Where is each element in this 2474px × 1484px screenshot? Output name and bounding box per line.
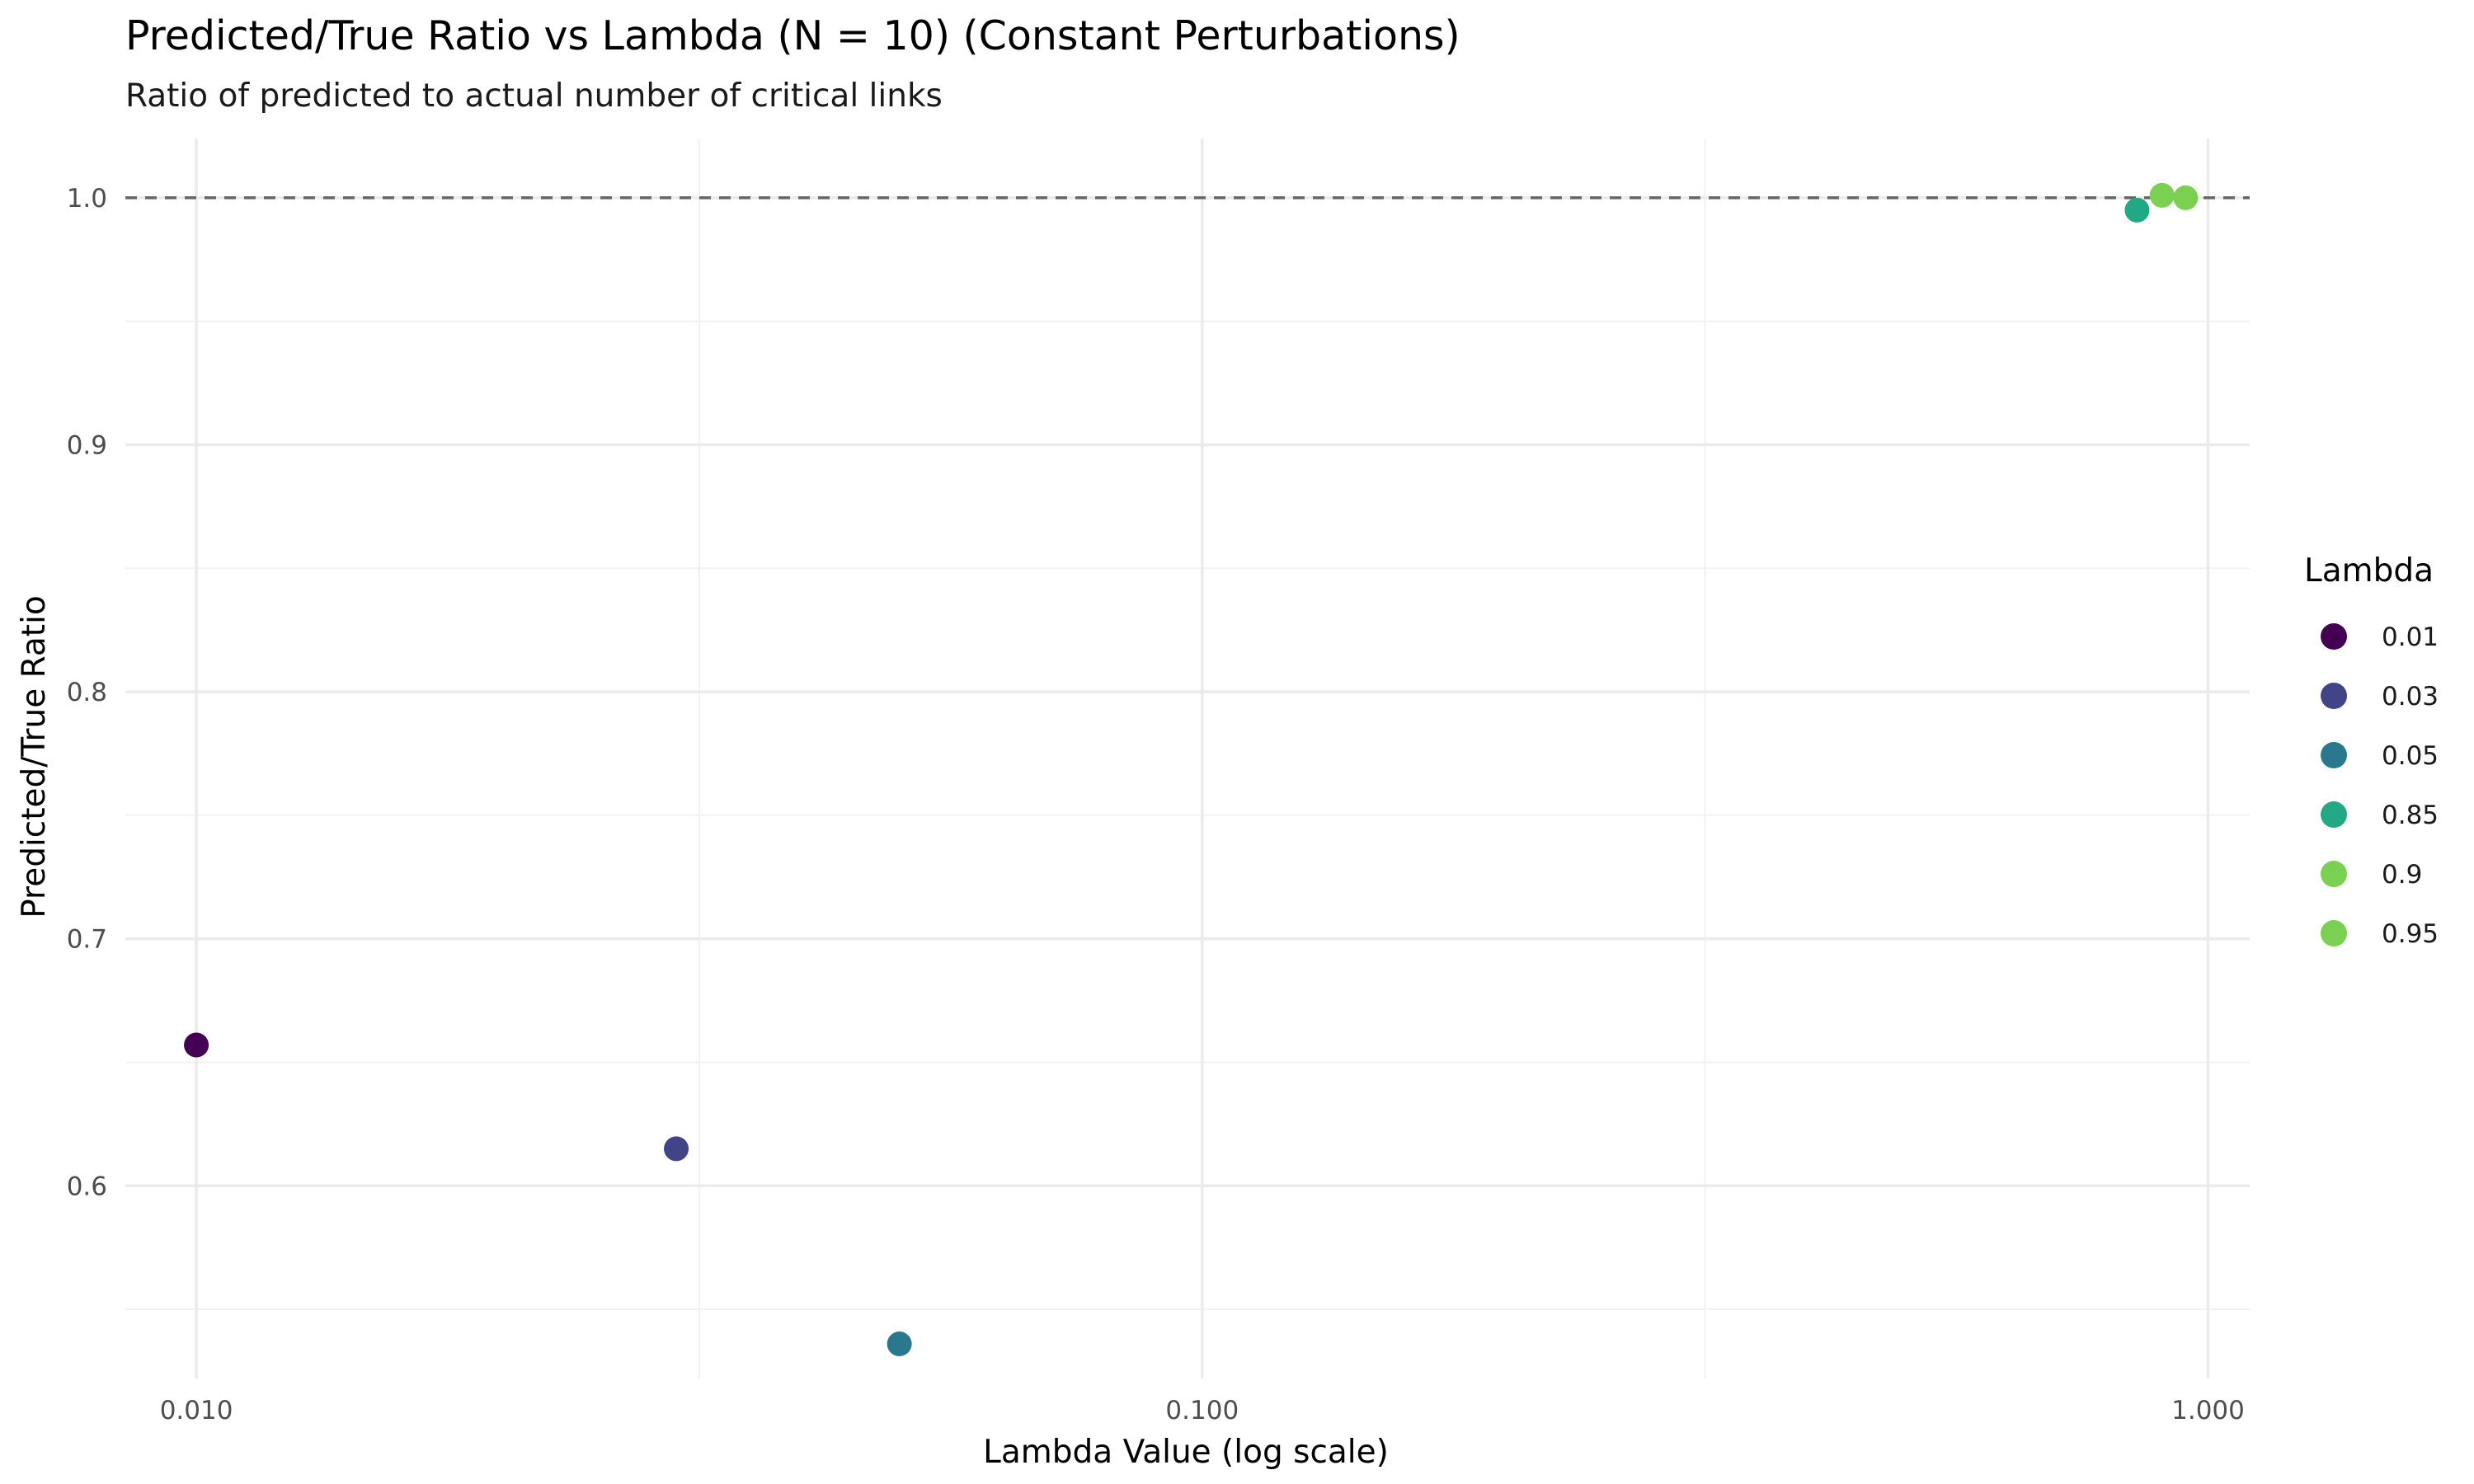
legend-items: 0.01 0.03 0.05 0.85 0.9 0.95	[2321, 622, 2439, 949]
data-point	[2173, 185, 2199, 210]
legend-key	[2321, 801, 2347, 828]
legend-label: 0.05	[2382, 741, 2439, 771]
legend-key	[2321, 861, 2347, 887]
axes-layer: 0.010 0.100 1.000 0.6 0.7 0.8 0.9 1.0	[67, 184, 2245, 1425]
data-point	[664, 1136, 689, 1162]
data-point	[887, 1331, 912, 1357]
legend-key	[2321, 920, 2347, 946]
legend-key	[2321, 683, 2347, 709]
points-layer	[184, 182, 2199, 1357]
legend-label: 0.01	[2382, 622, 2439, 652]
legend-label: 0.9	[2382, 860, 2422, 890]
chart-title: Predicted/True Ratio vs Lambda (N = 10) …	[125, 12, 1460, 59]
data-point	[2124, 197, 2150, 223]
y-tick-label: 0.8	[67, 678, 107, 707]
legend-label: 0.85	[2382, 801, 2439, 830]
x-tick-label: 1.000	[2171, 1396, 2245, 1425]
legend-key	[2321, 742, 2347, 768]
chart-subtitle: Ratio of predicted to actual number of c…	[125, 77, 943, 115]
legend-key	[2321, 623, 2347, 650]
y-axis-title: Predicted/True Ratio	[16, 595, 53, 918]
x-tick-label: 0.100	[1165, 1396, 1239, 1425]
grid-layer	[125, 139, 2250, 1378]
legend: Lambda 0.01 0.03 0.05 0.85 0.9 0.95	[2304, 552, 2439, 949]
y-tick-label: 1.0	[67, 184, 107, 214]
y-tick-label: 0.9	[67, 431, 107, 461]
legend-title: Lambda	[2304, 552, 2434, 589]
legend-label: 0.03	[2382, 682, 2439, 711]
y-tick-label: 0.7	[67, 925, 107, 955]
x-axis-title: Lambda Value (log scale)	[983, 1434, 1389, 1471]
legend-label: 0.95	[2382, 919, 2439, 949]
x-tick-label: 0.010	[160, 1396, 233, 1425]
data-point	[184, 1032, 209, 1058]
data-point	[2149, 182, 2175, 208]
y-tick-label: 0.6	[67, 1172, 107, 1201]
